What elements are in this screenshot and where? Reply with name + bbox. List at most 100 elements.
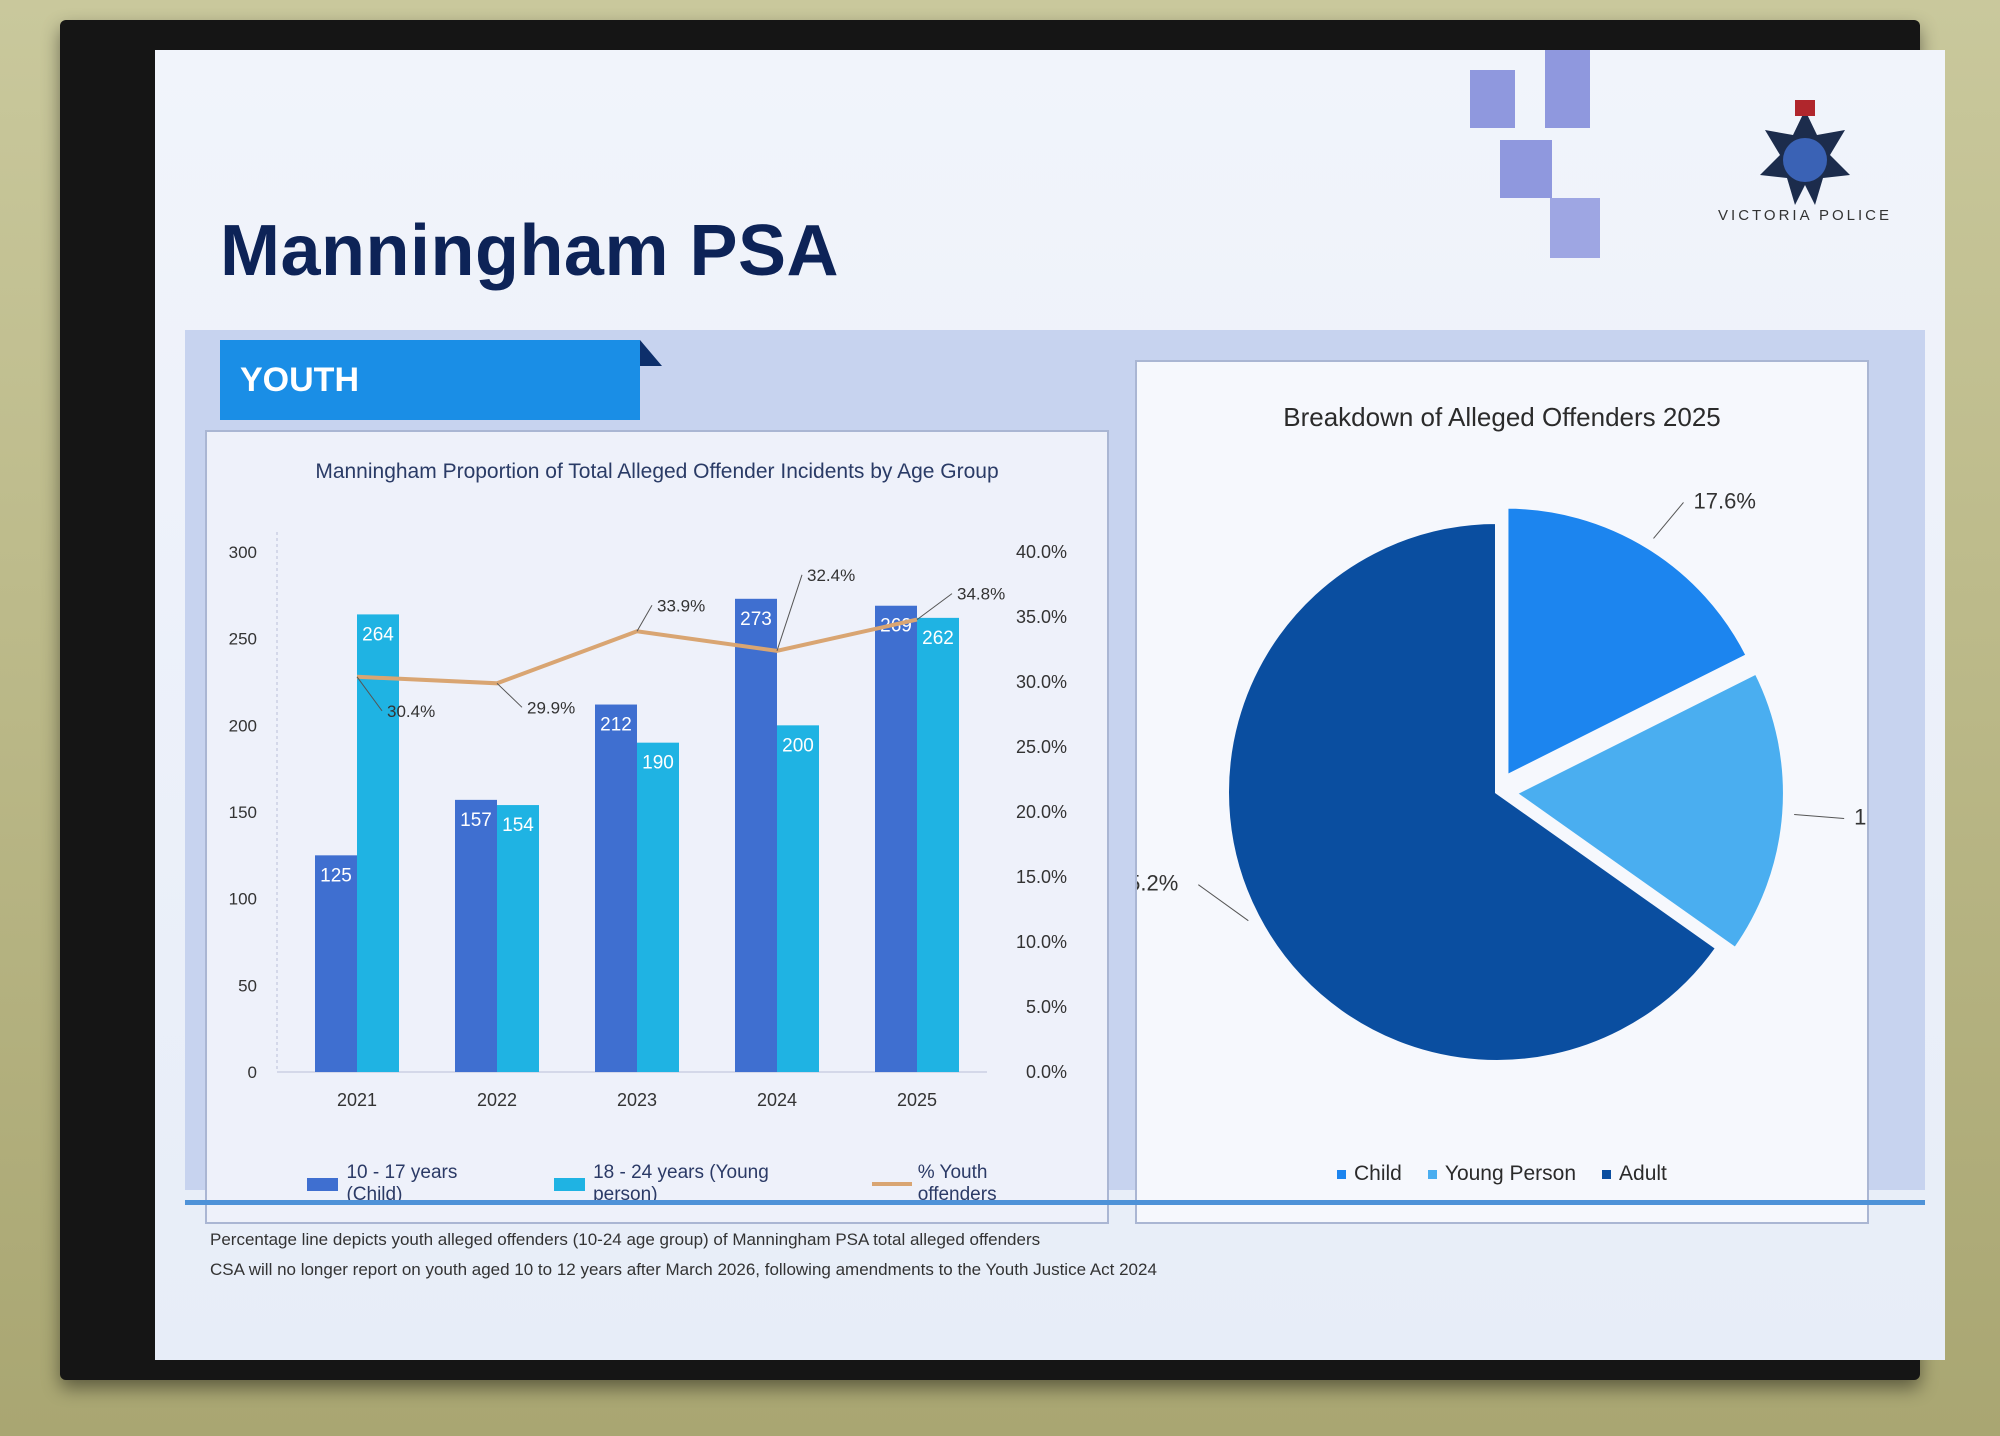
pie-chart-title: Breakdown of Alleged Offenders 2025 [1283, 402, 1721, 432]
bar-child [315, 855, 357, 1072]
y2-tick-label: 10.0% [1016, 932, 1067, 952]
bar-chart: 0 50 100 150 200 250 300 0.0% 5.0% 10.0% 15.0% 20.0… [229, 532, 1067, 1110]
footnote-1: Percentage line depicts youth alleged of… [210, 1230, 1041, 1249]
y-tick-label: 50 [238, 976, 257, 995]
y2-tick-label: 30.0% [1016, 672, 1067, 692]
bar-young-person [357, 614, 399, 1072]
pie-slice-adult [1225, 519, 1721, 1064]
y-tick-label: 0 [248, 1063, 257, 1082]
pie-label-leader [1198, 884, 1249, 922]
bar-data-label-child: 212 [600, 715, 632, 736]
legend-swatch-young-person [553, 1177, 586, 1191]
section-tab: YOUTH [220, 340, 640, 420]
y-tick-label: 250 [229, 630, 257, 649]
slide: VICTORIA POLICE Manningham PSA YOUTH Man… [155, 50, 1945, 1360]
bar-child [735, 598, 777, 1072]
line-label-leader [636, 605, 653, 632]
legend-item-youth-line: % Youth offenders [872, 1162, 1069, 1206]
y2-tick-label: 35.0% [1016, 607, 1067, 627]
decor-square [1545, 50, 1590, 128]
bar-data-label-child: 125 [320, 865, 352, 886]
legend-swatch-youth-line [872, 1182, 912, 1186]
line-label-leader [916, 593, 953, 621]
pie-chart-panel: Breakdown of Alleged Offenders 2025 17.6… [1135, 360, 1869, 1224]
line-label-leader [496, 682, 523, 708]
footer-rule [185, 1200, 1925, 1205]
pie-data-label: 17.6% [1694, 488, 1756, 513]
monitor-frame: VICTORIA POLICE Manningham PSA YOUTH Man… [60, 20, 1945, 1380]
bar-chart-panel: Manningham Proportion of Total Alleged O… [205, 430, 1109, 1224]
pie-data-label: 65.2% [1137, 871, 1178, 896]
x-tick-label: 2025 [897, 1090, 937, 1110]
pie-legend-dot-adult [1602, 1169, 1612, 1179]
bar-data-label-young-person: 262 [922, 628, 954, 649]
legend-label-youth-line: % Youth offenders [917, 1162, 997, 1205]
y-tick-label: 200 [229, 716, 257, 735]
bar-data-label-young-person: 200 [782, 735, 814, 756]
x-tick-label: 2023 [617, 1090, 657, 1110]
legend-label-child: 10 - 17 years (Child) [346, 1162, 458, 1205]
decor-square [1500, 140, 1552, 198]
x-tick-label: 2022 [477, 1090, 517, 1110]
bar-young-person [637, 742, 679, 1072]
pie-legend-label-child: Child [1354, 1162, 1402, 1185]
decor-square [1470, 70, 1515, 128]
line-data-label: 32.4% [807, 566, 855, 585]
pie-legend-label-young-person: Young Person [1444, 1162, 1577, 1185]
legend-item-young-person: 18 - 24 years (Young person) [553, 1162, 835, 1206]
line-data-label: 34.8% [957, 585, 1005, 604]
y-tick-label: 100 [229, 890, 257, 909]
line-data-label: 33.9% [657, 596, 705, 615]
tab-fold [640, 340, 662, 366]
y-tick-label: 150 [229, 803, 257, 822]
bar-child [595, 704, 637, 1072]
x-tick-label: 2021 [337, 1090, 377, 1110]
legend-swatch-child [307, 1177, 339, 1191]
pie-label-leader [1653, 502, 1684, 539]
page-title: Manningham PSA [220, 211, 840, 291]
bar-data-label-child: 157 [460, 810, 492, 831]
line-label-leader [356, 676, 383, 712]
bar-young-person [917, 617, 959, 1072]
bar-young-person [497, 805, 539, 1072]
bar-chart-title: Manningham Proportion of Total Alleged O… [315, 460, 999, 483]
y2-tick-label: 15.0% [1016, 867, 1067, 887]
pie-legend-item-adult: Adult [1602, 1162, 1667, 1186]
legend-label-young-person: 18 - 24 years (Young person) [593, 1162, 769, 1205]
pie-legend-dot-young-person [1427, 1169, 1437, 1179]
line-label-leader [776, 574, 803, 651]
y2-tick-label: 0.0% [1026, 1062, 1067, 1082]
bar-child [455, 799, 497, 1072]
victoria-police-logo: VICTORIA POLICE [1705, 90, 1905, 230]
y2-tick-label: 25.0% [1016, 737, 1067, 757]
bar-data-label-young-person: 154 [502, 815, 534, 836]
logo-text: VICTORIA POLICE [1718, 207, 1892, 224]
bar-child [875, 605, 917, 1072]
pie-chart: 17.6% 17.2% 65.2% [1137, 488, 1867, 1064]
line-data-label: 29.9% [527, 698, 575, 717]
y-tick-label: 300 [229, 543, 257, 562]
pie-legend-dot-child [1337, 1169, 1346, 1179]
pie-legend-label-adult: Adult [1619, 1162, 1667, 1185]
bar-data-label-young-person: 190 [642, 753, 674, 774]
pie-data-label: 17.2% [1854, 804, 1867, 829]
line-data-label: 30.4% [387, 702, 435, 721]
y2-tick-label: 5.0% [1026, 997, 1067, 1017]
pie-label-leader [1794, 813, 1845, 819]
legend-item-child: 10 - 17 years (Child) [307, 1162, 516, 1206]
pie-legend-item-child: Child [1337, 1162, 1402, 1186]
bar-young-person [777, 725, 819, 1072]
decor-square [1550, 198, 1600, 258]
footnote-2: CSA will no longer report on youth aged … [210, 1260, 1157, 1279]
pie-slice-young-person [1511, 669, 1787, 953]
x-tick-label: 2024 [757, 1090, 797, 1110]
y2-tick-label: 40.0% [1016, 542, 1067, 562]
y2-tick-label: 20.0% [1016, 802, 1067, 822]
pie-legend-item-young-person: Young Person [1427, 1162, 1577, 1186]
bar-data-label-child: 273 [740, 609, 772, 630]
bar-chart-legend: 10 - 17 years (Child) 18 - 24 years (You… [307, 1162, 1107, 1206]
pie-chart-legend: Child Young Person Adult [1337, 1162, 1705, 1186]
pie-slice-child [1504, 504, 1751, 780]
bar-data-label-young-person: 264 [362, 624, 394, 645]
youth-percentage-line [356, 617, 918, 686]
